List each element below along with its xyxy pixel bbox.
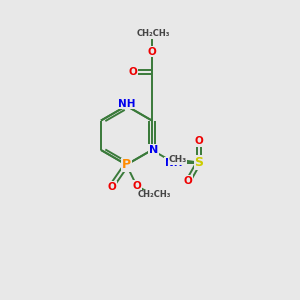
- Text: O: O: [128, 67, 137, 77]
- Text: CH₂CH₃: CH₂CH₃: [137, 29, 170, 38]
- Text: CH₃: CH₃: [168, 155, 187, 164]
- Text: O: O: [184, 176, 193, 186]
- Text: S: S: [194, 156, 203, 169]
- Text: O: O: [132, 181, 141, 191]
- Text: O: O: [194, 136, 203, 146]
- Text: O: O: [107, 182, 116, 192]
- Text: NH: NH: [165, 158, 182, 167]
- Text: O: O: [148, 47, 156, 57]
- Text: CH₂CH₃: CH₂CH₃: [138, 190, 171, 199]
- Text: NH: NH: [118, 99, 135, 109]
- Text: P: P: [122, 158, 131, 171]
- Text: N: N: [149, 145, 158, 155]
